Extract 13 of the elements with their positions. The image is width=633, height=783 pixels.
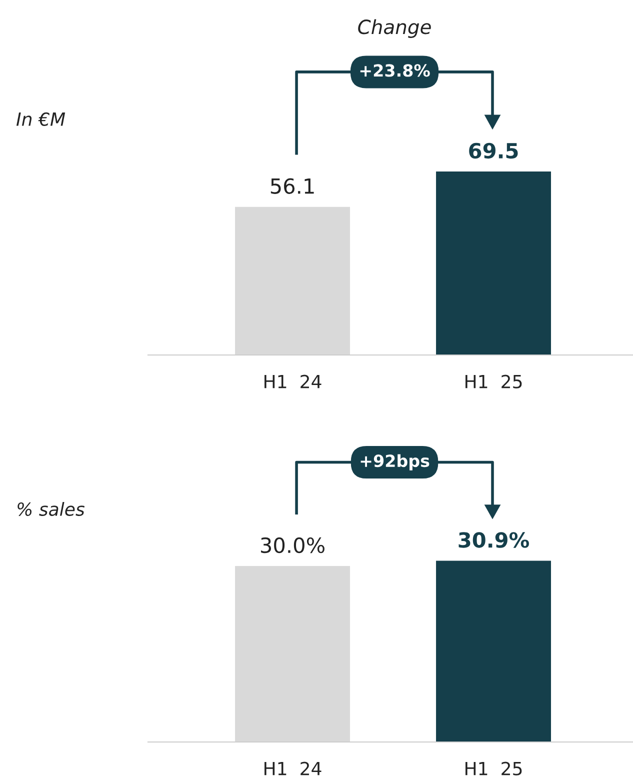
x-tick-label: H1 24 bbox=[264, 374, 322, 388]
data-label: 69.5 bbox=[469, 142, 518, 159]
x-tick-label: H1 24 bbox=[264, 762, 322, 776]
data-label: 56.1 bbox=[270, 178, 314, 194]
text: +92bps bbox=[360, 454, 430, 470]
x-tick-label: H1 25 bbox=[466, 762, 522, 776]
data-label: 30.9% bbox=[458, 532, 529, 548]
text: % sales bbox=[18, 502, 85, 516]
chart-title: Change bbox=[358, 19, 431, 38]
data-label: 30.0% bbox=[261, 537, 324, 554]
x-tick-label: H1 25 bbox=[466, 374, 522, 388]
text: In €M bbox=[16, 112, 66, 126]
text: +23.8% bbox=[360, 64, 430, 77]
